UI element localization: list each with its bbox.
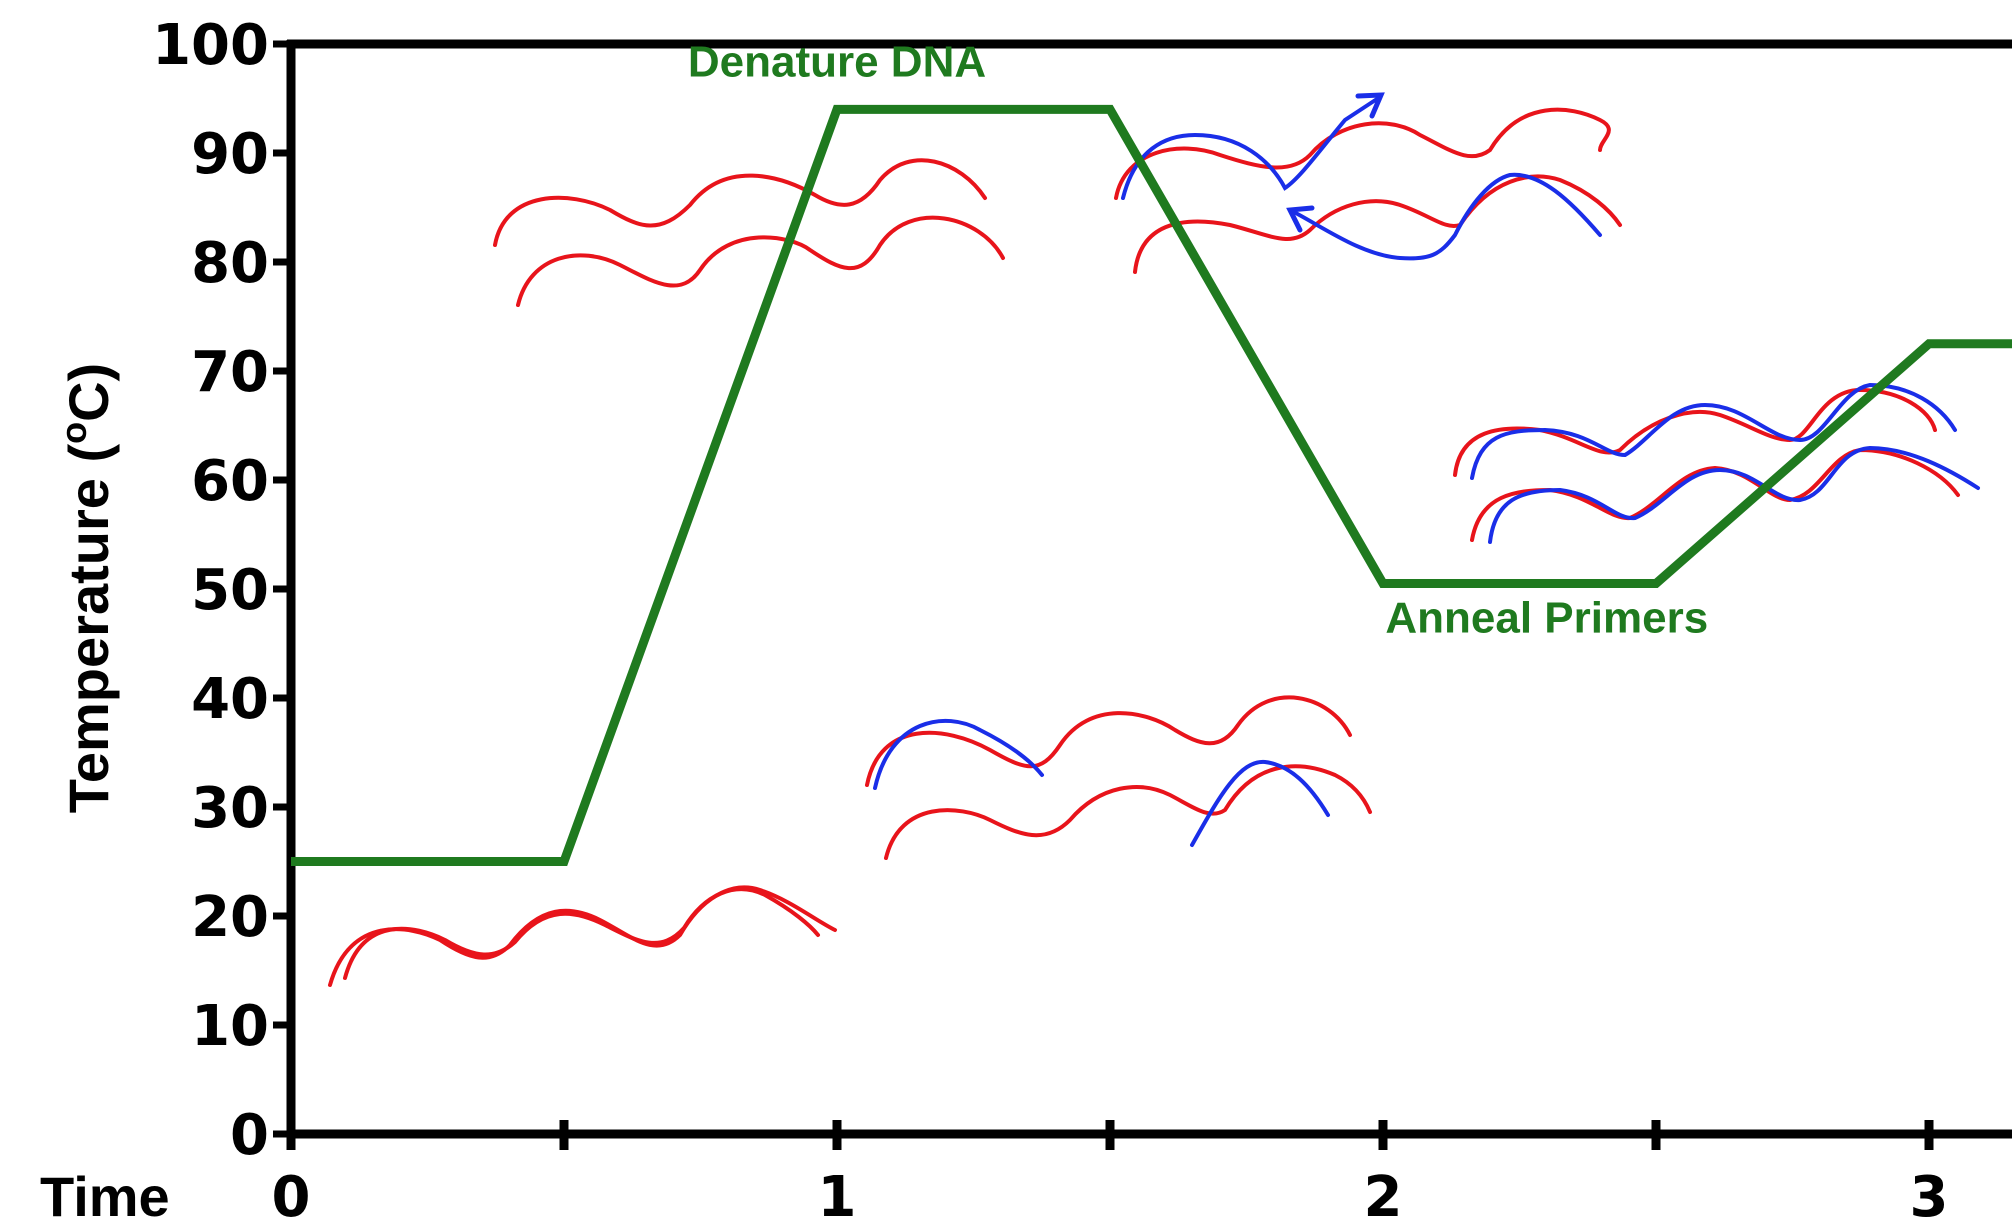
y-tick-label: 0 bbox=[230, 1103, 269, 1168]
y-tick-label: 40 bbox=[191, 667, 269, 732]
y-axis-title-degree: o bbox=[53, 422, 94, 444]
x-tick-label: 0 bbox=[272, 1165, 311, 1225]
dna-extended-strands bbox=[1453, 382, 1980, 544]
phase-label: Denature DNA bbox=[688, 38, 986, 87]
y-ticks: 0 10 20 30 40 50 60 70 80 90 100 bbox=[152, 13, 291, 1168]
y-tick-label: 50 bbox=[191, 558, 269, 623]
extension-arrow-up bbox=[1355, 92, 1385, 119]
y-axis-title: Temperature (oC) bbox=[53, 363, 120, 813]
y-tick-label: 30 bbox=[191, 776, 269, 841]
y-tick-label: 90 bbox=[191, 122, 269, 187]
dna-denatured-strands bbox=[493, 158, 1005, 307]
x-axis-title: Time bbox=[40, 1165, 170, 1225]
y-tick-label: 20 bbox=[191, 885, 269, 950]
x-tick-label: 1 bbox=[818, 1165, 857, 1225]
x-tick-label: 3 bbox=[1910, 1165, 1949, 1225]
phase-label: Anneal Primers bbox=[1385, 594, 1708, 643]
y-tick-label: 80 bbox=[191, 231, 269, 296]
axes bbox=[286, 39, 2012, 1139]
extension-arrow-left bbox=[1286, 205, 1315, 233]
y-tick-label: 100 bbox=[152, 13, 269, 78]
dna-annealed-primers bbox=[865, 695, 1372, 860]
y-tick-label: 10 bbox=[191, 994, 269, 1059]
x-tick-label: 2 bbox=[1364, 1165, 1403, 1225]
dna-double-strand-initial bbox=[328, 885, 837, 987]
x-ticks: 01234 bbox=[272, 1120, 1949, 1225]
dna-illustrations bbox=[328, 92, 1980, 987]
dna-extension-in-progress bbox=[1114, 95, 1622, 274]
y-tick-label: 70 bbox=[191, 340, 269, 405]
y-tick-label: 60 bbox=[191, 449, 269, 514]
temperature-profile-line bbox=[291, 104, 2012, 866]
